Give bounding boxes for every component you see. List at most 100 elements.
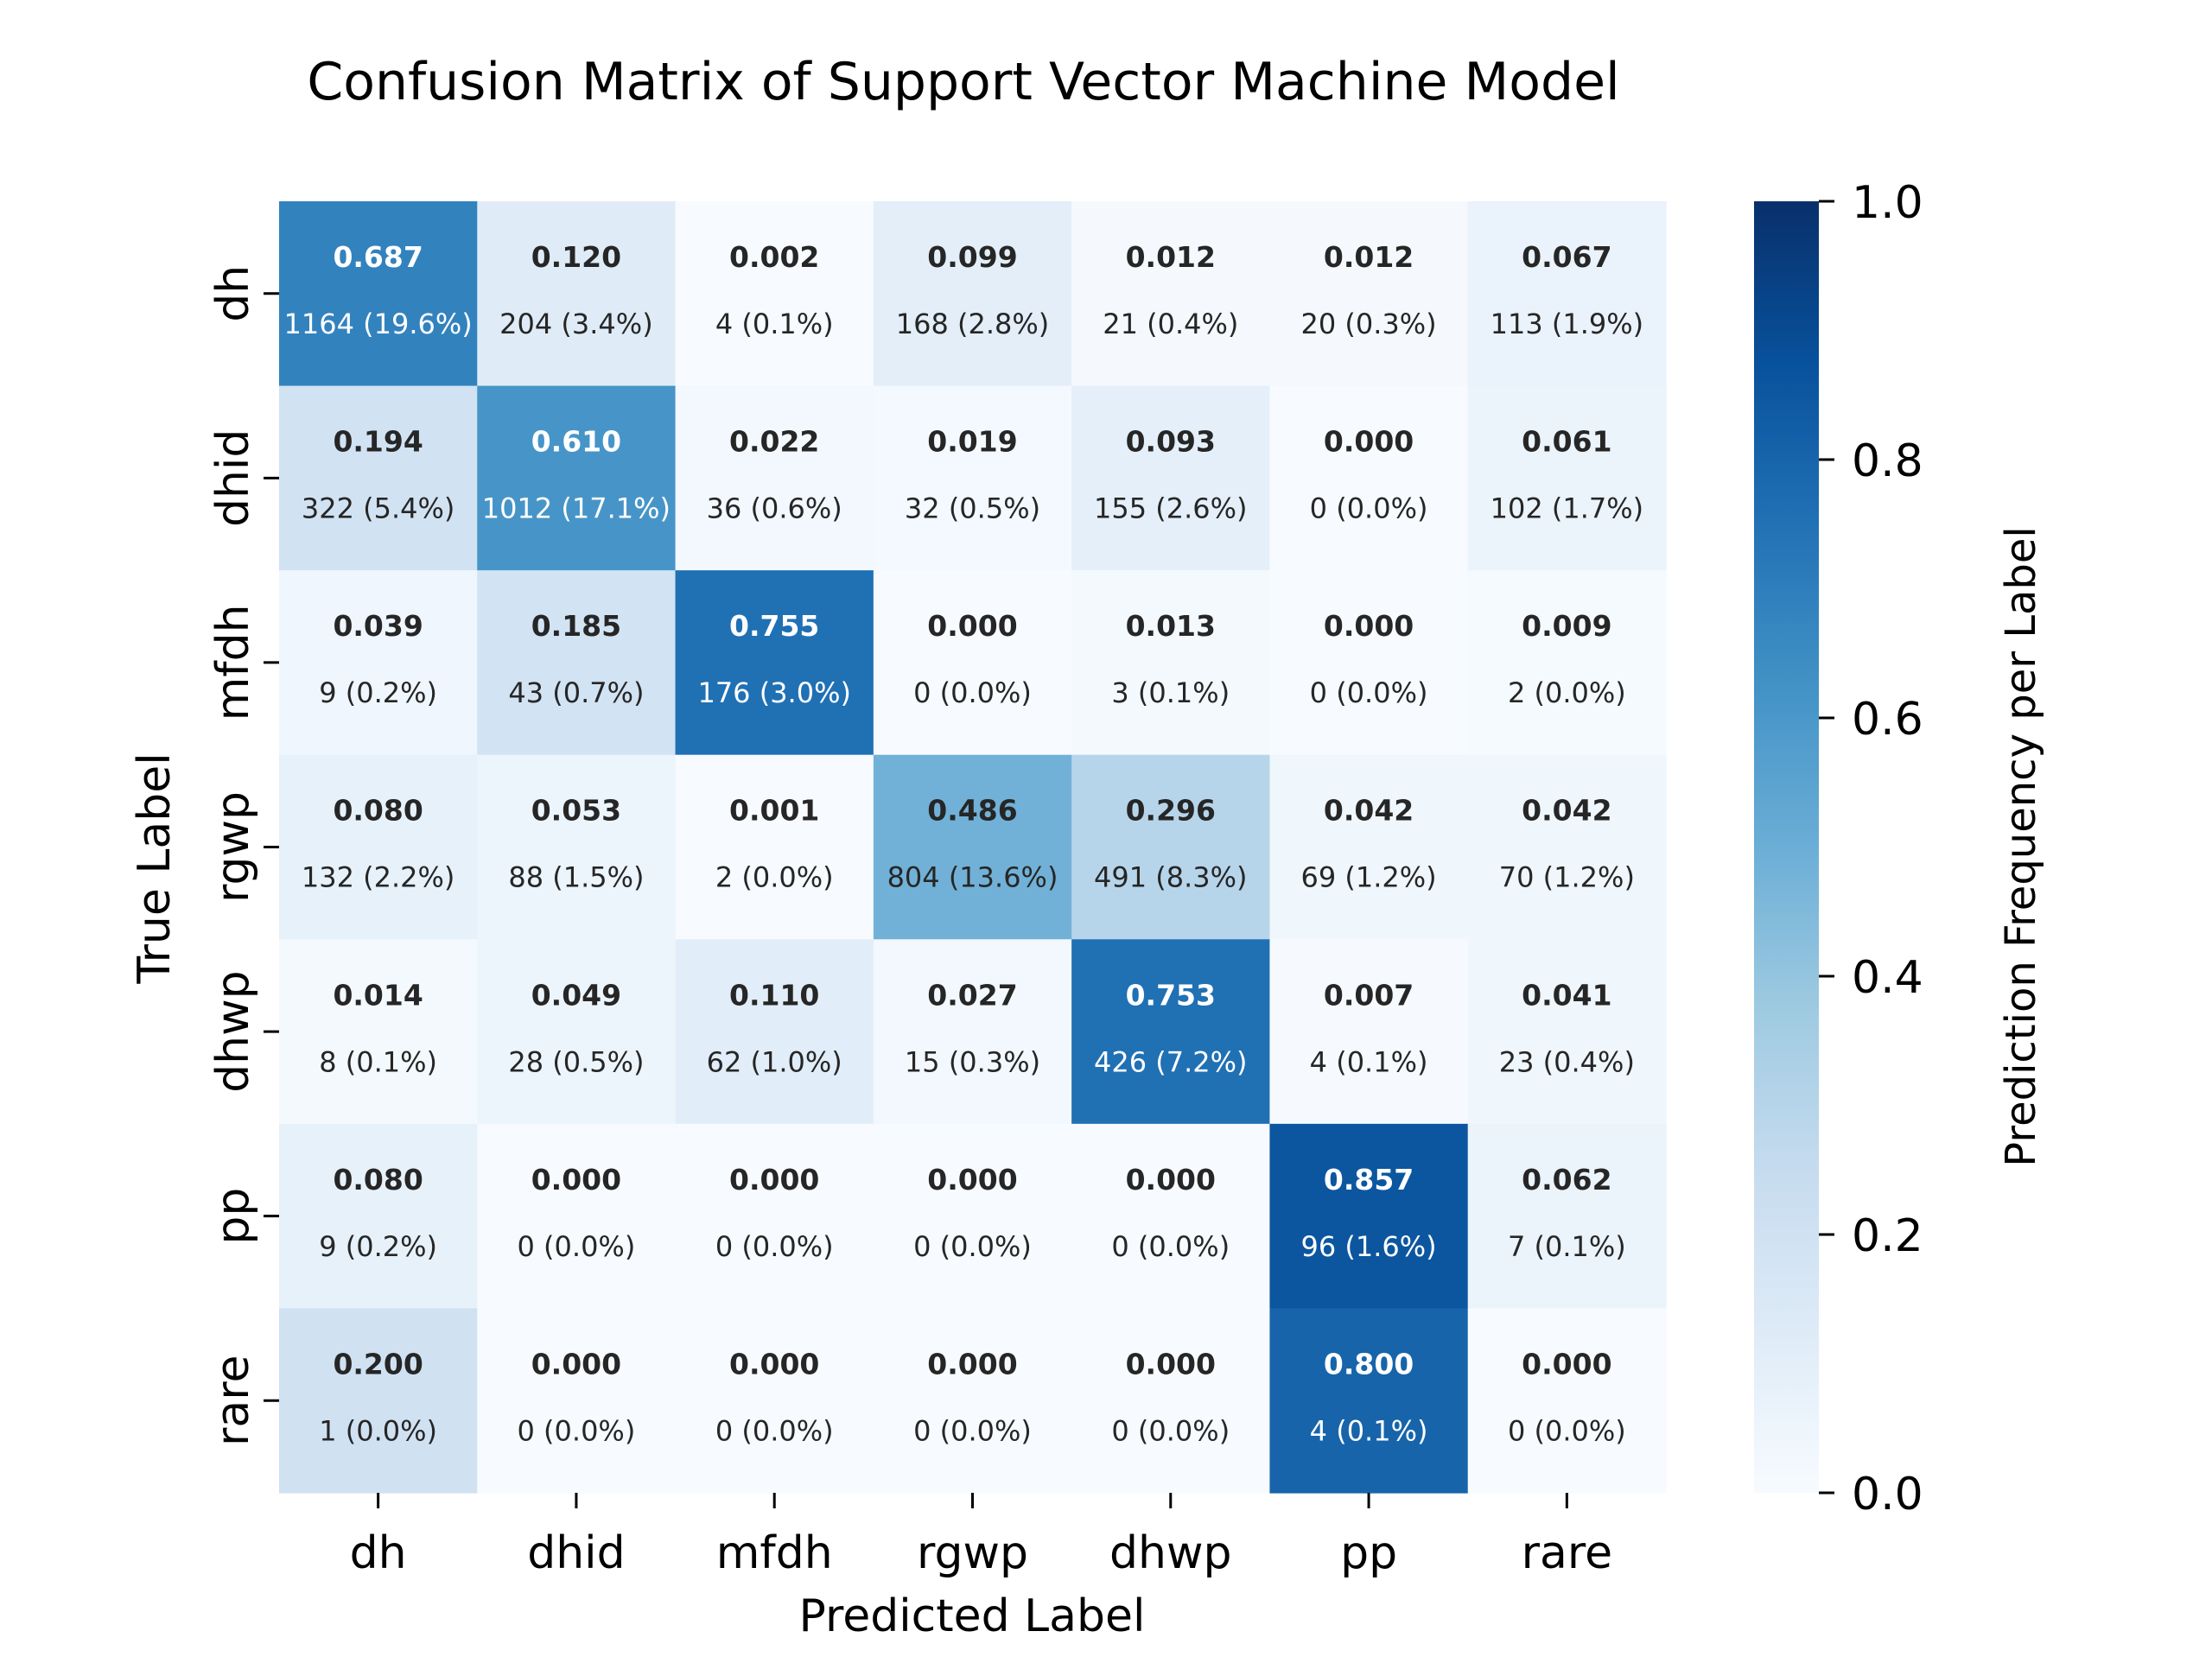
cell-count-label: 0 (0.0%) [715, 1230, 834, 1263]
cell-value-label: 0.080 [333, 1163, 423, 1196]
cell-value-label: 0.296 [1126, 794, 1216, 828]
heatmap-cell [477, 1308, 677, 1494]
heatmap-cell [873, 1308, 1072, 1494]
cell-value-label: 0.042 [1324, 794, 1414, 828]
cell-value-label: 0.000 [1126, 1347, 1216, 1381]
cell-count-label: 0 (0.0%) [1310, 676, 1428, 709]
heatmap-cell [675, 1123, 874, 1310]
cell-count-label: 0 (0.0%) [1111, 1230, 1230, 1263]
heatmap-cell [279, 570, 478, 756]
heatmap-cell [477, 754, 677, 940]
cell-count-label: 4 (0.1%) [1310, 1045, 1428, 1078]
x-tick-label: dhwp [1109, 1527, 1232, 1579]
cell-count-label: 0 (0.0%) [913, 1414, 1032, 1447]
cell-count-label: 0 (0.0%) [1310, 492, 1428, 525]
cell-value-label: 0.000 [729, 1163, 819, 1196]
cell-value-label: 0.041 [1522, 978, 1611, 1012]
cell-value-label: 0.800 [1324, 1347, 1414, 1381]
cell-value-label: 0.042 [1522, 794, 1611, 828]
cell-count-label: 3 (0.1%) [1111, 676, 1230, 709]
cell-count-label: 2 (0.0%) [1508, 676, 1626, 709]
cell-count-label: 4 (0.1%) [1310, 1414, 1428, 1447]
x-tick-label: rgwp [917, 1527, 1028, 1579]
cell-count-label: 132 (2.2%) [302, 861, 455, 894]
colorbar-tick-label: 0.4 [1852, 952, 1923, 1004]
cell-count-label: 8 (0.1%) [319, 1045, 437, 1078]
cell-value-label: 0.061 [1522, 425, 1611, 459]
cell-count-label: 9 (0.2%) [319, 1230, 437, 1263]
heatmap-cell [1071, 201, 1271, 387]
heatmap-cell [1071, 754, 1271, 940]
x-tick-label: rare [1522, 1527, 1612, 1579]
heatmap-cell [1071, 1123, 1271, 1310]
heatmap-cell [675, 1308, 874, 1494]
cell-value-label: 0.080 [333, 794, 423, 828]
cell-value-label: 0.000 [1324, 609, 1414, 643]
heatmap-cells: 0.687 1164 (19.6%) 0.120 204 (3.4%) 0.002 4 (… [279, 201, 1667, 1494]
colorbar-tick-label: 0.6 [1852, 694, 1923, 746]
chart-title: Confusion Matrix of Support Vector Machi… [307, 52, 1619, 112]
heatmap-cell [1071, 385, 1271, 571]
heatmap-cell [1467, 570, 1667, 756]
cell-value-label: 0.000 [927, 609, 1017, 643]
heatmap-cell [1269, 1123, 1469, 1310]
cell-value-label: 0.067 [1522, 240, 1611, 274]
y-tick-label: pp [207, 1188, 259, 1245]
x-tick-label: mfdh [716, 1527, 833, 1579]
heatmap-cell [1071, 939, 1271, 1125]
y-tick-label: rare [207, 1355, 259, 1445]
colorbar-tick-label: 0.2 [1852, 1210, 1923, 1262]
cell-value-label: 0.000 [1522, 1347, 1611, 1381]
heatmap-cell [477, 201, 677, 387]
cell-count-label: 20 (0.3%) [1300, 308, 1436, 340]
cell-value-label: 0.610 [531, 425, 621, 459]
cell-count-label: 155 (2.6%) [1094, 492, 1248, 525]
heatmap-cell [1071, 570, 1271, 756]
cell-count-label: 102 (1.7%) [1491, 492, 1644, 525]
cell-count-label: 21 (0.4%) [1103, 308, 1238, 340]
heatmap-cell [873, 1123, 1072, 1310]
cell-count-label: 0 (0.0%) [913, 676, 1032, 709]
heatmap-cell [279, 201, 478, 387]
cell-value-label: 0.012 [1126, 240, 1216, 274]
cell-count-label: 1012 (17.1%) [482, 492, 671, 525]
cell-value-label: 0.099 [927, 240, 1017, 274]
cell-value-label: 0.753 [1126, 978, 1216, 1012]
colorbar-tick-label: 1.0 [1852, 177, 1923, 229]
heatmap-cell [477, 939, 677, 1125]
colorbar-label: Prediction Frequency per Label [1997, 526, 2045, 1166]
heatmap-cell [1269, 1308, 1469, 1494]
cell-value-label: 0.194 [333, 425, 423, 459]
cell-count-label: 88 (1.5%) [508, 861, 644, 894]
heatmap-cell [279, 385, 478, 571]
heatmap-cell [1269, 754, 1469, 940]
x-tick-label: dhid [527, 1527, 625, 1579]
cell-value-label: 0.012 [1324, 240, 1414, 274]
cell-value-label: 0.000 [1126, 1163, 1216, 1196]
cell-value-label: 0.000 [729, 1347, 819, 1381]
heatmap-cell [873, 939, 1072, 1125]
cell-value-label: 0.049 [531, 978, 621, 1012]
cell-value-label: 0.755 [729, 609, 819, 643]
cell-count-label: 491 (8.3%) [1094, 861, 1248, 894]
heatmap-axes: dh dhid mfdh rgwp dhwp pp rare dh dhid mfdh rgwp dh… [207, 265, 1612, 1579]
cell-count-label: 322 (5.4%) [302, 492, 455, 525]
x-tick-label: dh [350, 1527, 407, 1579]
heatmap-cell [675, 754, 874, 940]
cell-value-label: 0.110 [729, 978, 819, 1012]
heatmap-cell [1269, 570, 1469, 756]
cell-count-label: 113 (1.9%) [1491, 308, 1644, 340]
cell-value-label: 0.039 [333, 609, 423, 643]
heatmap-cell [873, 570, 1072, 756]
heatmap-cell [675, 939, 874, 1125]
y-tick-label: dh [207, 265, 259, 322]
heatmap-cell [873, 201, 1072, 387]
cell-count-label: 9 (0.2%) [319, 676, 437, 709]
cell-value-label: 0.093 [1126, 425, 1216, 459]
heatmap-cell [1467, 754, 1667, 940]
cell-value-label: 0.014 [333, 978, 423, 1012]
cell-count-label: 1164 (19.6%) [284, 308, 473, 340]
cell-count-label: 69 (1.2%) [1300, 861, 1436, 894]
